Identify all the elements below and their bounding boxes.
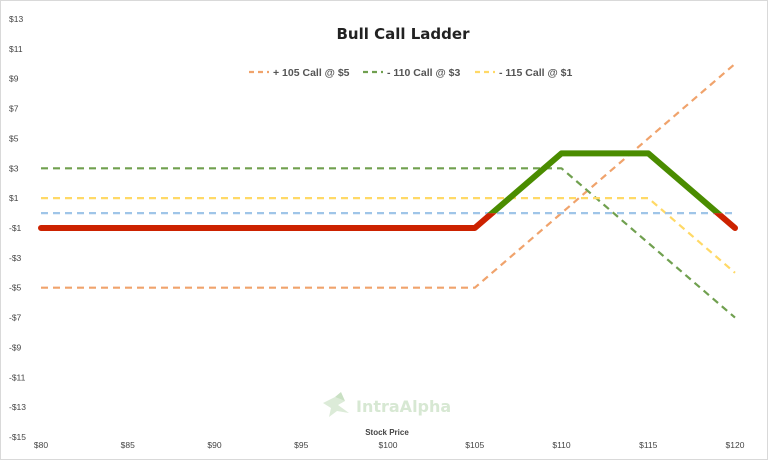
legend: + 105 Call @ $5 - 110 Call @ $3 - 115 Call… (249, 67, 572, 79)
y-tick-label: -$13 (9, 402, 26, 412)
series-line-115-call-1 (41, 197, 736, 274)
x-axis: $80 $85 $90 $95 $100 $105 $110 $115 $120 (34, 440, 745, 450)
x-tick-label: $80 (34, 440, 48, 450)
chart-title: Bull Call Ladder (337, 25, 471, 43)
hummingbird-logo-icon (323, 392, 349, 417)
y-tick-label: $7 (9, 104, 19, 114)
x-tick-label: $100 (379, 440, 398, 450)
watermark-text: IntraAlpha (356, 397, 451, 416)
watermark: IntraAlpha (323, 392, 451, 417)
y-tick-label: $3 (9, 163, 19, 173)
legend-item-105-call-5: + 105 Call @ $5 (249, 67, 350, 79)
net-payoff-profit-line (487, 150, 723, 214)
series-layer (38, 62, 738, 319)
x-tick-label: $95 (294, 440, 308, 450)
legend-label: - 110 Call @ $3 (387, 67, 460, 79)
x-tick-label: $90 (207, 440, 221, 450)
y-tick-label: $11 (9, 44, 23, 54)
x-tick-label: $85 (121, 440, 135, 450)
legend-item-115-call-1: - 115 Call @ $1 (475, 67, 572, 79)
y-tick-label: -$3 (9, 253, 22, 263)
legend-label: - 115 Call @ $1 (499, 67, 572, 79)
series-line-110-call-3 (41, 167, 736, 319)
y-tick-label: $13 (9, 14, 23, 24)
y-tick-label: -$11 (9, 372, 26, 382)
x-tick-label: $105 (465, 440, 484, 450)
y-tick-label: -$9 (9, 342, 22, 352)
y-tick-label: -$15 (9, 432, 26, 442)
y-axis: $13 $11 $9 $7 $5 $3 $1 -$1 -$3 -$5 -$7 -$9 -$11 -$13 -… (9, 14, 26, 442)
y-tick-label: $9 (9, 74, 19, 84)
x-axis-title: Stock Price (365, 428, 409, 437)
x-tick-label: $110 (552, 440, 571, 450)
legend-item-110-call-3: - 110 Call @ $3 (363, 67, 460, 79)
net-payoff-loss-line (38, 213, 738, 231)
series-line-105-call-5 (41, 62, 736, 289)
y-tick-label: -$1 (9, 223, 22, 233)
y-tick-label: $5 (9, 133, 19, 143)
x-tick-label: $120 (726, 440, 745, 450)
y-tick-label: $1 (9, 193, 19, 203)
y-tick-label: -$7 (9, 313, 22, 323)
legend-label: + 105 Call @ $5 (273, 67, 350, 79)
y-tick-label: -$5 (9, 283, 22, 293)
x-tick-label: $115 (639, 440, 658, 450)
